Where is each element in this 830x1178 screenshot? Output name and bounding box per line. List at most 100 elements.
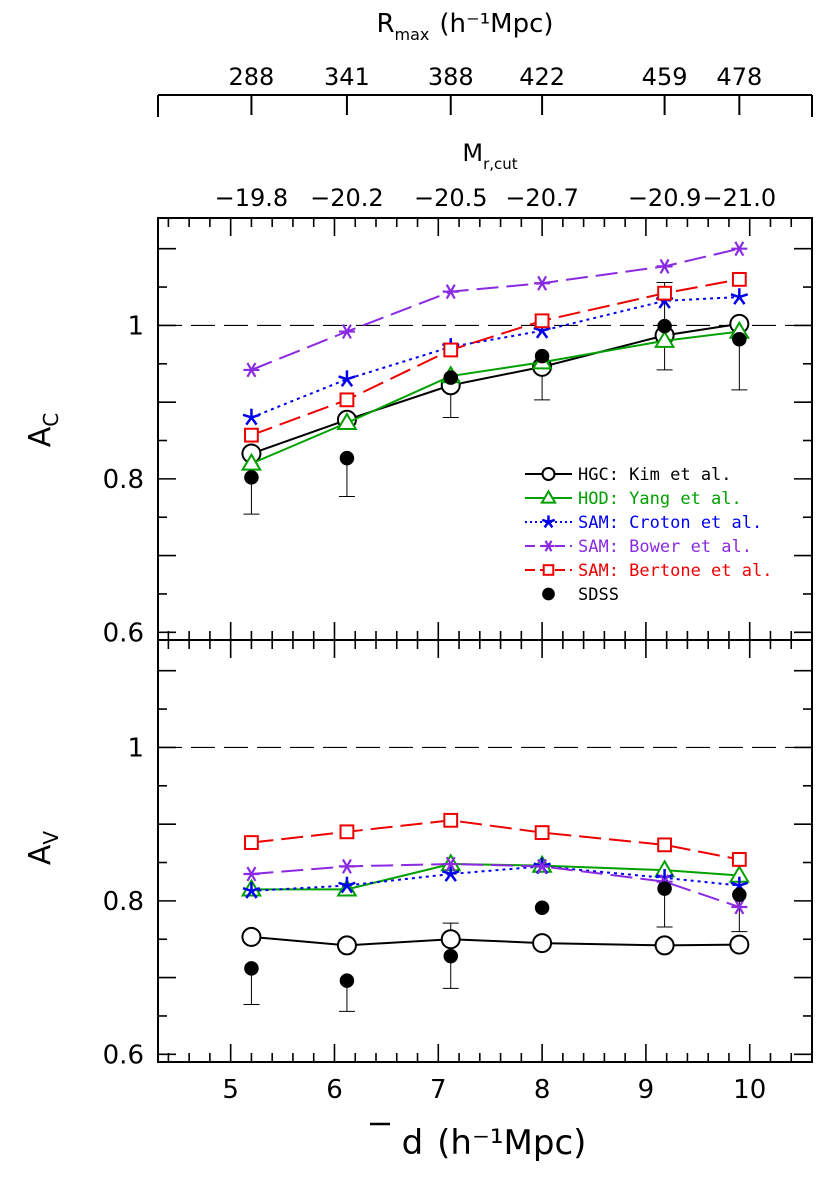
panel-ac-series-2-point-arm — [242, 413, 252, 419]
panel-av-sdss-point — [244, 961, 259, 976]
panel-av-sdss-point-shape — [339, 973, 355, 988]
panel-av-series-4-point-shape — [244, 835, 259, 850]
x-label-main: d — [402, 1123, 424, 1163]
x-tick-label: 5 — [222, 1075, 239, 1105]
mcut-axis-label: Mr,cut — [462, 139, 517, 173]
panel-ac-series-3-point-arm — [659, 258, 670, 274]
panel-ac-series-2-point — [338, 370, 356, 387]
panel-av-series-4-point — [731, 852, 747, 867]
panel-ac-series-2-point-arm — [346, 375, 356, 381]
panel-ac-series-2-point — [533, 321, 551, 339]
mcut-tick-label: −19.8 — [215, 184, 289, 212]
rmax-tick-label: 478 — [716, 63, 762, 91]
panel-av-series-4-point — [244, 835, 259, 850]
panel-ac-series-3-point-arm — [734, 241, 745, 257]
panel-av-series-3-point-arm — [537, 858, 548, 874]
panel-ac-series-line-1 — [251, 330, 740, 465]
panel-ac-series-line-3 — [251, 247, 740, 371]
panel-av-series-2-point-arm — [449, 873, 457, 882]
panel-av-series-2-point — [441, 865, 460, 882]
panel-ac-sdss-point — [244, 470, 259, 485]
legend-marker — [541, 515, 556, 529]
panel-ac-series-line-2 — [251, 296, 740, 419]
panel-av-sdss-point-shape — [244, 961, 259, 976]
panel-ac-series-4-point — [339, 392, 355, 408]
panel-av-series-2-point-arm — [450, 870, 460, 876]
panel-ac-series-1-point — [336, 412, 358, 431]
panel-ac-series-3-point — [534, 275, 551, 291]
panel-ac-sdss-point — [339, 450, 355, 466]
panel-av-ytick-label: 0.6 — [103, 1040, 144, 1070]
panel-ac-series-2-point-arm — [338, 375, 348, 381]
av-ylabel-sub: V — [39, 831, 63, 845]
panel-av-series-line-3 — [251, 863, 740, 908]
panel-ac-series-line-4 — [251, 278, 740, 437]
panel-ac-series-1-point — [240, 452, 262, 471]
panel-av-series-4-point — [443, 812, 459, 828]
panel-av-series-line-0 — [251, 935, 740, 947]
panel-ac-series-4-point — [443, 342, 459, 358]
ac-ylabel-sub: C — [39, 413, 63, 427]
panel-ac-ylabel: AC — [23, 413, 63, 448]
panel-ac-series-2-point-arm — [345, 378, 354, 387]
panel-av-series-3-point — [243, 866, 260, 882]
x-tick-label: 6 — [326, 1075, 343, 1105]
panel-ac-sdss-point-shape — [443, 370, 458, 385]
legend-marker — [542, 587, 555, 601]
panel-av-series-4-point-shape — [443, 812, 459, 828]
legend-marker — [541, 467, 556, 481]
x-tick-label: 7 — [430, 1075, 447, 1105]
panel-ac-sdss-point-shape — [244, 470, 259, 485]
panel-ac-series-2-point-arm — [535, 330, 544, 339]
panel-ac-series-3-point-arm — [341, 324, 352, 340]
x-label-unit: (h⁻¹Mpc) — [437, 1123, 586, 1163]
panel-ac-series-1-point-shape — [240, 452, 262, 471]
panel-av-series-2-point-arm — [242, 886, 252, 893]
panel-av-series-2-point-arm — [338, 881, 348, 887]
panel-ac-sdss-point — [732, 331, 747, 347]
panel-ac-series-4-point-shape — [339, 392, 355, 408]
panel-ac-series-2-point-arm — [533, 326, 543, 332]
panel-ac-series-2-point — [730, 288, 749, 305]
rmax-label-unit: (h⁻¹Mpc) — [439, 9, 553, 39]
panel-av-series-2-point-arm — [340, 884, 348, 894]
panel-av-series-4-point — [534, 825, 550, 840]
legend-label: SAM: Croton et al. — [578, 513, 762, 533]
panel-av-sdss-point-shape — [443, 948, 458, 964]
panel-ac-series-2-point — [242, 408, 261, 426]
panel-av-sdss-point-shape — [732, 887, 747, 902]
legend-marker-shape — [541, 467, 556, 481]
legend-label: HGC: Kim et al. — [578, 465, 732, 485]
panel-ac-series-2-point-arm — [658, 300, 666, 309]
panel-av-sdss-point-shape — [657, 881, 672, 896]
panel-av-series-3-point-arm — [341, 858, 352, 874]
panel-ac-series-4-point — [657, 285, 672, 301]
rmax-label-sub: max — [395, 25, 430, 44]
panel-ac-series-3-point — [656, 258, 673, 274]
panel-av-series-2-point-arm — [444, 873, 452, 882]
mcut-label-sub: r,cut — [483, 155, 518, 173]
panel-av-series-4-point — [339, 824, 355, 840]
panel-ac-series-3-point — [338, 324, 355, 340]
panel-av-series-0-point — [729, 934, 750, 955]
panel-av-series-2-point-arm — [245, 890, 253, 899]
legend-label: SDSS — [578, 585, 619, 605]
rmax-label-main: R — [376, 9, 394, 39]
panel-ac-series-2-point-arm — [251, 413, 261, 419]
panel-av-series-4-point-shape — [731, 852, 747, 867]
panel-av-series-2-point-arm — [441, 870, 452, 876]
panel-av-series-0-point — [654, 935, 675, 956]
x-tick-label: 8 — [534, 1075, 551, 1105]
panel-av-series-4-point — [657, 837, 672, 853]
panel-av-series-3-point — [731, 899, 748, 915]
panel-ac-ytick-label: 0.6 — [103, 618, 144, 648]
panel-av-sdss-point — [339, 973, 355, 988]
legend-marker-shape — [540, 489, 557, 504]
legend-marker-arm — [541, 518, 549, 524]
mcut-tick-label: −20.7 — [505, 184, 579, 212]
mcut-tick-label: −20.9 — [628, 184, 702, 212]
av-ylabel-main: A — [23, 844, 58, 865]
panel-ac-series-line-0 — [251, 322, 740, 455]
